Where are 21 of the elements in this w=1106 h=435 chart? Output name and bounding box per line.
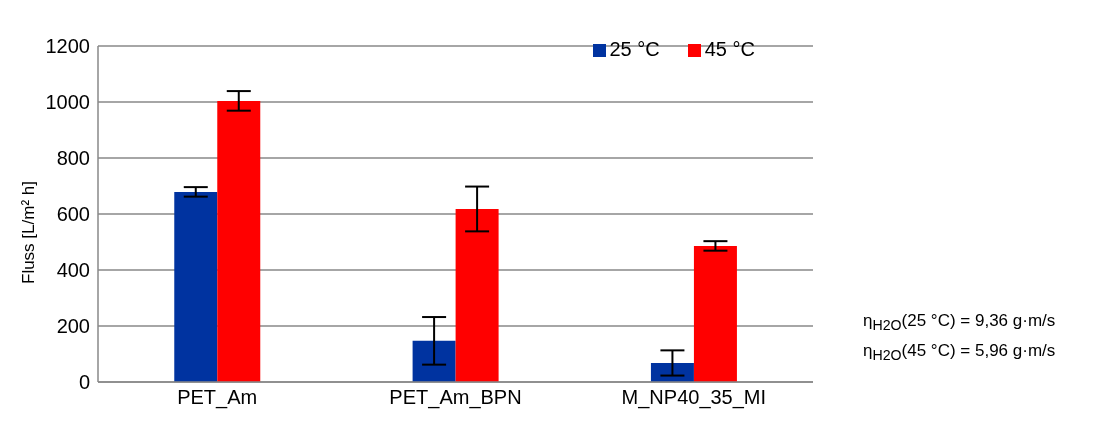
y-tick-label: 600 (56, 203, 90, 226)
y-tick-label: 1200 (45, 35, 90, 58)
text: η$_{H2O}$(45 °C) = 5,96 g·m/s (863, 340, 1056, 366)
legend-label: 25 °C (609, 38, 660, 60)
bar (217, 100, 261, 382)
bar (412, 340, 456, 382)
y-tick-label: 800 (56, 147, 90, 170)
x-tick-label: PET_Am_BPN (389, 386, 522, 410)
bar (174, 191, 218, 382)
y-tick-label: 0 (78, 371, 90, 394)
y-tick-label: 400 (56, 259, 90, 282)
legend-label: 45 °C (704, 38, 755, 60)
x-tick-label: M_NP40_35_MI (621, 386, 767, 410)
y-axis-title: Fluss [L/m² h] (19, 181, 39, 284)
bar (693, 245, 737, 382)
bar (650, 362, 694, 382)
text: η$_{H2O}$(25 °C) = 9,36 g·m/s (863, 310, 1056, 336)
y-tick-label: 1000 (45, 91, 90, 114)
bar (455, 208, 499, 382)
y-tick-label: 200 (56, 315, 90, 338)
x-tick-label: PET_Am (177, 386, 258, 410)
